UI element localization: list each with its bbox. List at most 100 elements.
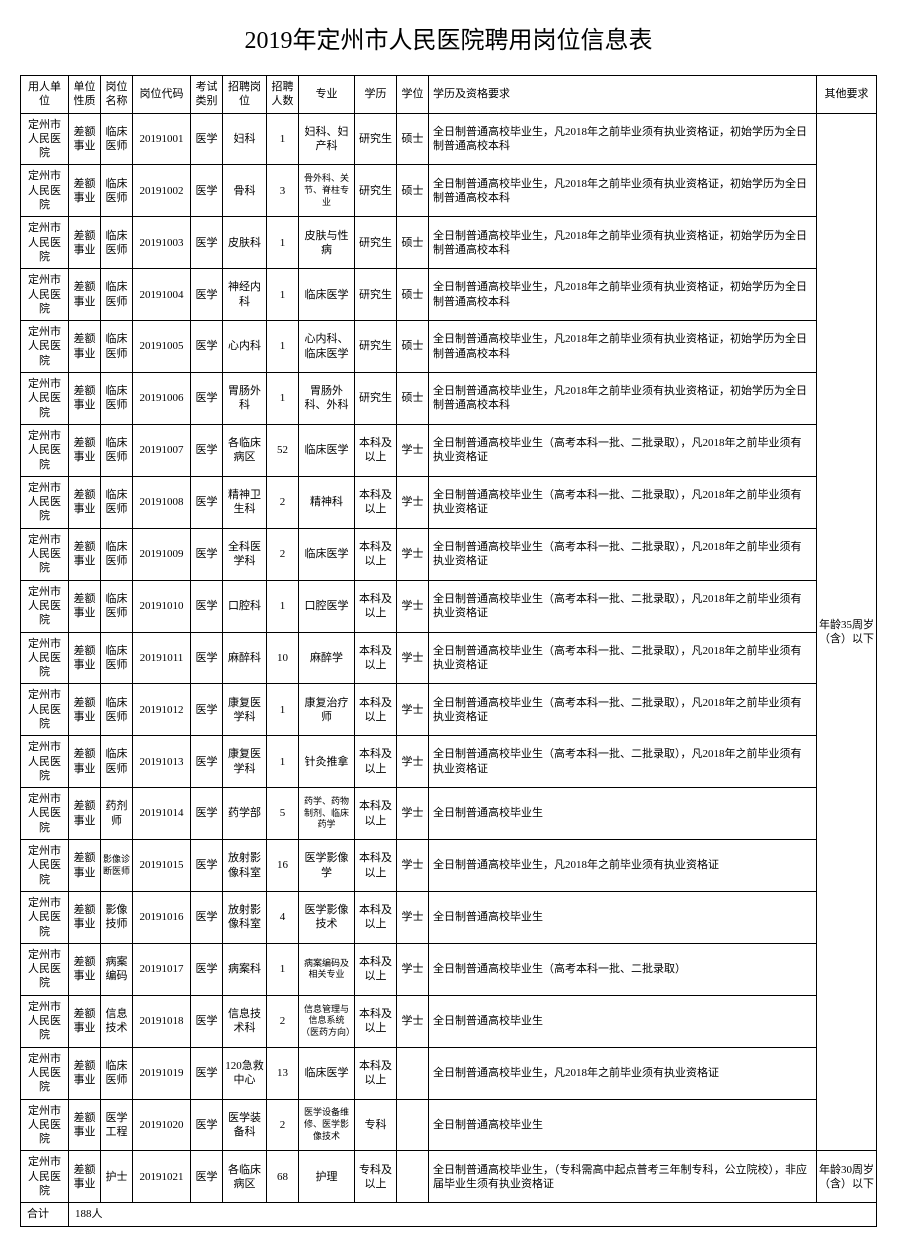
- cell-degree: [397, 1151, 429, 1203]
- cell-employer: 定州市人民医院: [21, 113, 69, 165]
- cell-major: 康复治疗师: [299, 684, 355, 736]
- cell-req: 全日制普通高校毕业生（高考本科一批、二批录取）: [429, 943, 817, 995]
- cell-post: 全科医学科: [223, 528, 267, 580]
- table-row: 定州市人民医院差额事业临床医师20191011医学麻醉科10麻醉学本科及以上学士…: [21, 632, 877, 684]
- cell-count: 2: [267, 995, 299, 1047]
- cell-req: 全日制普通高校毕业生（高考本科一批、二批录取），凡2018年之前毕业须有执业资格…: [429, 580, 817, 632]
- cell-count: 52: [267, 424, 299, 476]
- cell-count: 1: [267, 943, 299, 995]
- cell-degree: 学士: [397, 684, 429, 736]
- cell-degree: 硕士: [397, 373, 429, 425]
- cell-req: 全日制普通高校毕业生，（专科需高中起点普考三年制专科，公立院校），非应届毕业生须…: [429, 1151, 817, 1203]
- cell-code: 20191014: [133, 788, 191, 840]
- cell-req: 全日制普通高校毕业生（高考本科一批、二批录取），凡2018年之前毕业须有执业资格…: [429, 476, 817, 528]
- header-edu: 学历: [355, 76, 397, 114]
- total-label: 合计: [21, 1203, 69, 1226]
- cell-nature: 差额事业: [69, 528, 101, 580]
- cell-post: 心内科: [223, 321, 267, 373]
- cell-examtype: 医学: [191, 217, 223, 269]
- cell-major: 临床医学: [299, 528, 355, 580]
- cell-employer: 定州市人民医院: [21, 424, 69, 476]
- cell-count: 13: [267, 1047, 299, 1099]
- cell-examtype: 医学: [191, 943, 223, 995]
- cell-count: 1: [267, 736, 299, 788]
- cell-employer: 定州市人民医院: [21, 217, 69, 269]
- cell-req: 全日制普通高校毕业生，凡2018年之前毕业须有执业资格证，初始学历为全日制普通高…: [429, 373, 817, 425]
- cell-post: 神经内科: [223, 269, 267, 321]
- cell-post: 病案科: [223, 943, 267, 995]
- header-req: 学历及资格要求: [429, 76, 817, 114]
- cell-posname: 临床医师: [101, 528, 133, 580]
- cell-posname: 临床医师: [101, 165, 133, 217]
- cell-employer: 定州市人民医院: [21, 788, 69, 840]
- table-row: 定州市人民医院差额事业临床医师20191002医学骨科3骨外科、关节、脊柱专业研…: [21, 165, 877, 217]
- cell-posname: 临床医师: [101, 321, 133, 373]
- table-row: 定州市人民医院差额事业临床医师20191005医学心内科1心内科、临床医学研究生…: [21, 321, 877, 373]
- cell-edu: 研究生: [355, 373, 397, 425]
- cell-major: 医学影像学: [299, 840, 355, 892]
- cell-req: 全日制普通高校毕业生: [429, 1099, 817, 1151]
- cell-count: 3: [267, 165, 299, 217]
- cell-examtype: 医学: [191, 165, 223, 217]
- header-code: 岗位代码: [133, 76, 191, 114]
- cell-code: 20191006: [133, 373, 191, 425]
- cell-code: 20191021: [133, 1151, 191, 1203]
- cell-edu: 本科及以上: [355, 736, 397, 788]
- cell-nature: 差额事业: [69, 1151, 101, 1203]
- cell-req: 全日制普通高校毕业生（高考本科一批、二批录取），凡2018年之前毕业须有执业资格…: [429, 684, 817, 736]
- cell-nature: 差额事业: [69, 424, 101, 476]
- cell-post: 骨科: [223, 165, 267, 217]
- cell-major: 骨外科、关节、脊柱专业: [299, 165, 355, 217]
- cell-nature: 差额事业: [69, 943, 101, 995]
- cell-post: 妇科: [223, 113, 267, 165]
- cell-employer: 定州市人民医院: [21, 373, 69, 425]
- cell-major: 护理: [299, 1151, 355, 1203]
- cell-examtype: 医学: [191, 528, 223, 580]
- cell-req: 全日制普通高校毕业生: [429, 995, 817, 1047]
- cell-major: 药学、药物制剂、临床药学: [299, 788, 355, 840]
- table-row: 定州市人民医院差额事业临床医师20191010医学口腔科1口腔医学本科及以上学士…: [21, 580, 877, 632]
- table-row: 定州市人民医院差额事业临床医师20191012医学康复医学科1康复治疗师本科及以…: [21, 684, 877, 736]
- cell-nature: 差额事业: [69, 632, 101, 684]
- table-row: 定州市人民医院差额事业药剂师20191014医学药学部5药学、药物制剂、临床药学…: [21, 788, 877, 840]
- cell-major: 医学设备维修、医学影像技术: [299, 1099, 355, 1151]
- cell-post: 药学部: [223, 788, 267, 840]
- cell-major: 心内科、临床医学: [299, 321, 355, 373]
- cell-post: 各临床病区: [223, 424, 267, 476]
- cell-nature: 差额事业: [69, 736, 101, 788]
- cell-req: 全日制普通高校毕业生（高考本科一批、二批录取），凡2018年之前毕业须有执业资格…: [429, 736, 817, 788]
- cell-nature: 差额事业: [69, 217, 101, 269]
- cell-degree: 学士: [397, 788, 429, 840]
- cell-major: 胃肠外科、外科: [299, 373, 355, 425]
- cell-edu: 本科及以上: [355, 995, 397, 1047]
- cell-degree: 学士: [397, 840, 429, 892]
- cell-count: 16: [267, 840, 299, 892]
- cell-employer: 定州市人民医院: [21, 943, 69, 995]
- cell-edu: 本科及以上: [355, 788, 397, 840]
- cell-code: 20191005: [133, 321, 191, 373]
- cell-degree: 硕士: [397, 165, 429, 217]
- cell-employer: 定州市人民医院: [21, 632, 69, 684]
- cell-other: 年龄30周岁（含）以下: [817, 1151, 877, 1203]
- cell-count: 1: [267, 580, 299, 632]
- cell-posname: 护士: [101, 1151, 133, 1203]
- page-title: 2019年定州市人民医院聘用岗位信息表: [20, 20, 877, 55]
- cell-nature: 差额事业: [69, 1099, 101, 1151]
- cell-examtype: 医学: [191, 373, 223, 425]
- cell-major: 临床医学: [299, 269, 355, 321]
- cell-employer: 定州市人民医院: [21, 476, 69, 528]
- cell-degree: 学士: [397, 943, 429, 995]
- table-row: 定州市人民医院差额事业临床医师20191008医学精神卫生科2精神科本科及以上学…: [21, 476, 877, 528]
- cell-code: 20191013: [133, 736, 191, 788]
- cell-edu: 本科及以上: [355, 476, 397, 528]
- cell-code: 20191003: [133, 217, 191, 269]
- cell-posname: 临床医师: [101, 113, 133, 165]
- cell-edu: 研究生: [355, 113, 397, 165]
- cell-major: 皮肤与性病: [299, 217, 355, 269]
- cell-req: 全日制普通高校毕业生，凡2018年之前毕业须有执业资格证，初始学历为全日制普通高…: [429, 269, 817, 321]
- table-row: 定州市人民医院差额事业临床医师20191003医学皮肤科1皮肤与性病研究生硕士全…: [21, 217, 877, 269]
- table-row: 定州市人民医院差额事业临床医师20191019医学120急救中心13临床医学本科…: [21, 1047, 877, 1099]
- cell-count: 1: [267, 373, 299, 425]
- cell-major: 针灸推拿: [299, 736, 355, 788]
- cell-employer: 定州市人民医院: [21, 1047, 69, 1099]
